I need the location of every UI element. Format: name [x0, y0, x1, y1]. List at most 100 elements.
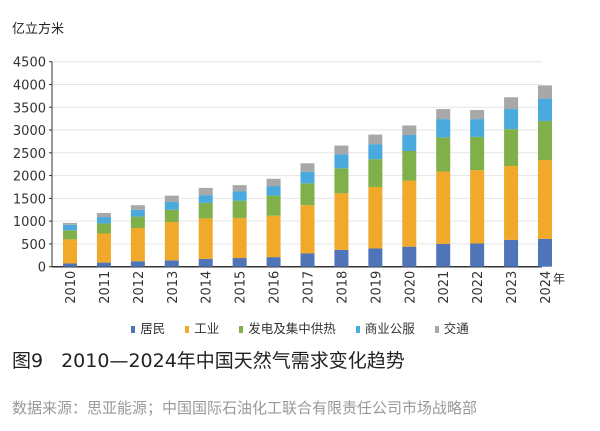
- x-tick-label: 2013: [166, 271, 181, 304]
- bar-segment-2020-发电及集中供热: [402, 150, 417, 181]
- legend-label: 发电及集中供热: [248, 321, 336, 336]
- legend-label: 商业公服: [364, 321, 415, 336]
- bar-segment-2023-发电及集中供热: [504, 129, 519, 167]
- bar-segment-2019-交通: [368, 134, 383, 145]
- bar-segment-2014-工业: [198, 218, 213, 259]
- legend-item: 居民: [131, 321, 165, 336]
- bar-segment-2012-工业: [130, 227, 145, 262]
- y-tick-label: 1500: [13, 192, 46, 207]
- bar-segment-2024-商业公服: [538, 98, 552, 121]
- bar-segment-2019-发电及集中供热: [368, 159, 383, 187]
- bar-segment-2021-工业: [436, 171, 451, 244]
- bar-segment-2016-商业公服: [266, 186, 281, 196]
- bar-segment-2012-商业公服: [130, 209, 145, 217]
- bar-segment-2013-发电及集中供热: [164, 209, 179, 223]
- bar-segment-2017-居民: [300, 253, 315, 267]
- y-tick-label: 0: [38, 261, 46, 276]
- x-tick-label: 2018: [335, 271, 350, 304]
- x-tick-label: 2011: [98, 271, 113, 304]
- chart-title: 2010—2024年中国天然气需求变化趋势: [61, 350, 405, 372]
- bar-segment-2017-工业: [300, 205, 315, 254]
- bar-segment-2022-工业: [470, 170, 485, 244]
- legend-item: 交通: [434, 321, 469, 336]
- bar-segment-2014-发电及集中供热: [198, 202, 213, 219]
- bar-segment-2010-居民: [63, 263, 77, 267]
- bar-segment-2011-发电及集中供热: [96, 223, 111, 234]
- bar-segment-2020-交通: [402, 125, 417, 136]
- bar-segment-2017-交通: [300, 163, 315, 172]
- bar-segment-2016-交通: [266, 178, 281, 187]
- bar-segment-2018-发电及集中供热: [334, 168, 349, 194]
- bar-segment-2014-交通: [198, 187, 213, 196]
- y-tick-label: 4000: [13, 78, 46, 93]
- stacked-bar-chart: 0 500 1000 1500 2000 2500 3000 3500 4000 4500 2010…: [13, 56, 565, 304]
- bar-segment-2021-交通: [436, 109, 451, 120]
- data-source: 数据来源：思亚能源；中国国际石油化工联合有限责任公司市场战略部: [12, 399, 478, 417]
- x-tick-label: 2022: [471, 271, 486, 304]
- bar-segment-2016-居民: [266, 257, 281, 267]
- bar-segment-2019-居民: [368, 248, 383, 267]
- bar-segment-2010-工业: [63, 239, 77, 264]
- bar-segment-2015-商业公服: [232, 191, 247, 201]
- bar-segment-2021-居民: [436, 243, 451, 267]
- x-axis-unit-label: 年: [553, 272, 565, 286]
- bar-segment-2012-交通: [130, 205, 145, 210]
- legend-swatch: [239, 326, 244, 333]
- bar-segment-2011-商业公服: [96, 217, 111, 224]
- bar-segment-2024-发电及集中供热: [538, 120, 552, 161]
- bar-segment-2023-工业: [504, 166, 519, 240]
- y-axis-unit-label: 亿立方米: [12, 22, 65, 37]
- bar-segment-2018-居民: [334, 249, 349, 267]
- bar-segment-2022-商业公服: [470, 119, 485, 137]
- y-tick-label: 4500: [13, 56, 46, 71]
- bar-segment-2010-发电及集中供热: [63, 230, 77, 240]
- bar-segment-2020-居民: [402, 246, 417, 267]
- bar-segment-2013-商业公服: [164, 202, 179, 210]
- legend-swatch: [355, 326, 360, 333]
- y-tick-label: 2500: [13, 147, 46, 162]
- x-tick-label: 2019: [369, 271, 384, 304]
- figure-caption: 图9 2010—2024年中国天然气需求变化趋势: [12, 346, 405, 373]
- bar-segment-2012-居民: [130, 261, 145, 267]
- bar-segment-2023-商业公服: [504, 109, 519, 130]
- bar-segment-2014-居民: [198, 258, 213, 267]
- bar-segment-2019-商业公服: [368, 144, 383, 160]
- bar-segment-2011-交通: [96, 212, 111, 218]
- bar-segment-2013-交通: [164, 195, 179, 203]
- bar-segment-2022-发电及集中供热: [470, 136, 485, 171]
- bar-segment-2023-居民: [504, 239, 519, 267]
- legend-swatch: [131, 326, 136, 333]
- bar-segment-2022-交通: [470, 109, 485, 120]
- bar-segment-2022-居民: [470, 243, 485, 267]
- legend-label: 居民: [140, 321, 166, 336]
- bar-segment-2015-发电及集中供热: [232, 200, 247, 218]
- x-tick-label: 2024: [539, 271, 554, 304]
- bar-segment-2021-商业公服: [436, 119, 451, 138]
- bar-segment-2014-商业公服: [198, 195, 213, 203]
- legend-label: 工业: [194, 321, 220, 336]
- x-tick-label: 2012: [132, 271, 147, 304]
- bar-segment-2018-交通: [334, 145, 349, 155]
- bar-segment-2016-工业: [266, 215, 281, 258]
- bar-segment-2024-居民: [538, 238, 552, 267]
- y-tick-label: 3000: [13, 124, 46, 139]
- x-tick-label: 2017: [302, 271, 317, 304]
- x-tick-label: 2014: [200, 271, 215, 304]
- x-tick-label: 2020: [403, 271, 418, 304]
- bar-segment-2015-交通: [232, 185, 247, 192]
- legend-item: 工业: [185, 321, 219, 336]
- x-tick-label: 2015: [234, 271, 249, 304]
- legend-item: 商业公服: [355, 321, 415, 336]
- bar-segment-2017-商业公服: [300, 171, 315, 184]
- y-tick-label: 2000: [13, 170, 46, 185]
- x-tick-label: 2023: [505, 271, 520, 304]
- bar-segment-2018-商业公服: [334, 154, 349, 169]
- bar-segment-2013-居民: [164, 260, 179, 267]
- bar-segment-2015-居民: [232, 258, 247, 267]
- bar-segment-2011-工业: [96, 233, 111, 263]
- bar-segment-2013-工业: [164, 222, 179, 261]
- bar-segment-2021-发电及集中供热: [436, 137, 451, 172]
- y-tick-label: 500: [21, 238, 46, 253]
- legend-swatch: [185, 326, 190, 333]
- x-tick-label: 2010: [64, 271, 79, 304]
